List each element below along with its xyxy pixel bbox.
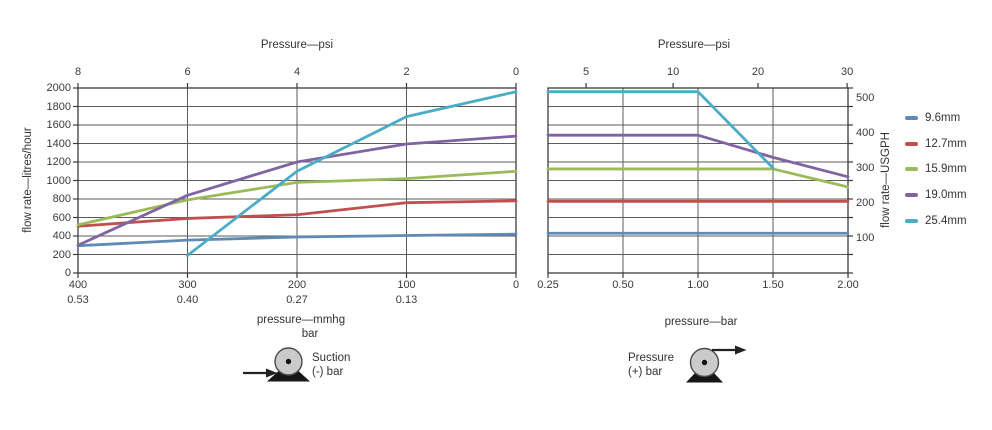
pressure-pump-icon <box>686 345 747 383</box>
pressure-arrowhead-icon <box>735 345 747 355</box>
series-line-9.6mm <box>76 232 518 248</box>
suction-pump-icon <box>243 347 310 382</box>
legend-item: 12.7mm <box>905 131 967 157</box>
series-line-19.0mm <box>546 133 850 179</box>
suction-unit-label: (-) bar <box>312 366 344 378</box>
series-line-12.7mm <box>76 199 518 228</box>
legend-label: 12.7mm <box>925 137 967 150</box>
series-line-19.0mm <box>76 134 518 247</box>
legend-label: 19.0mm <box>925 188 967 201</box>
left-x-axis-label: pressure—mmhg <box>256 314 346 326</box>
left-chart-title: Pressure—psi <box>260 39 334 51</box>
legend: 9.6mm 12.7mm 15.9mm 19.0mm 25.4mm <box>905 105 967 233</box>
legend-item: 9.6mm <box>905 105 967 131</box>
pressure-unit-label: (+) bar <box>628 366 663 378</box>
series-line-25.4mm <box>546 90 775 170</box>
pump-hub <box>701 359 708 366</box>
legend-label: 9.6mm <box>925 111 961 124</box>
legend-item: 19.0mm <box>905 182 967 208</box>
legend-marker-icon <box>905 115 918 120</box>
right-y-axis-label: flow rate—USGPH <box>880 132 892 228</box>
suction-label: Suction <box>312 352 351 364</box>
legend-label: 15.9mm <box>925 163 967 176</box>
legend-label: 25.4mm <box>925 214 967 227</box>
legend-marker-icon <box>905 218 918 223</box>
right-chart-title: Pressure—psi <box>657 39 731 51</box>
legend-marker-icon <box>905 167 918 172</box>
series-line-25.4mm <box>186 90 518 257</box>
right-x-axis-label: pressure—bar <box>664 316 738 328</box>
legend-item: 25.4mm <box>905 208 967 234</box>
pump-hub <box>285 358 292 365</box>
legend-item: 15.9mm <box>905 156 967 182</box>
series-line-15.9mm <box>76 169 518 227</box>
pressure-label: Pressure <box>628 352 675 364</box>
left-y-axis-label: flow rate—litres/hour <box>22 127 34 233</box>
series-line-15.9mm <box>546 167 850 189</box>
legend-marker-icon <box>905 192 918 197</box>
left-x-axis-label-line2: bar <box>301 328 319 340</box>
suction-arrowhead-icon <box>266 368 278 378</box>
legend-marker-icon <box>905 141 918 146</box>
